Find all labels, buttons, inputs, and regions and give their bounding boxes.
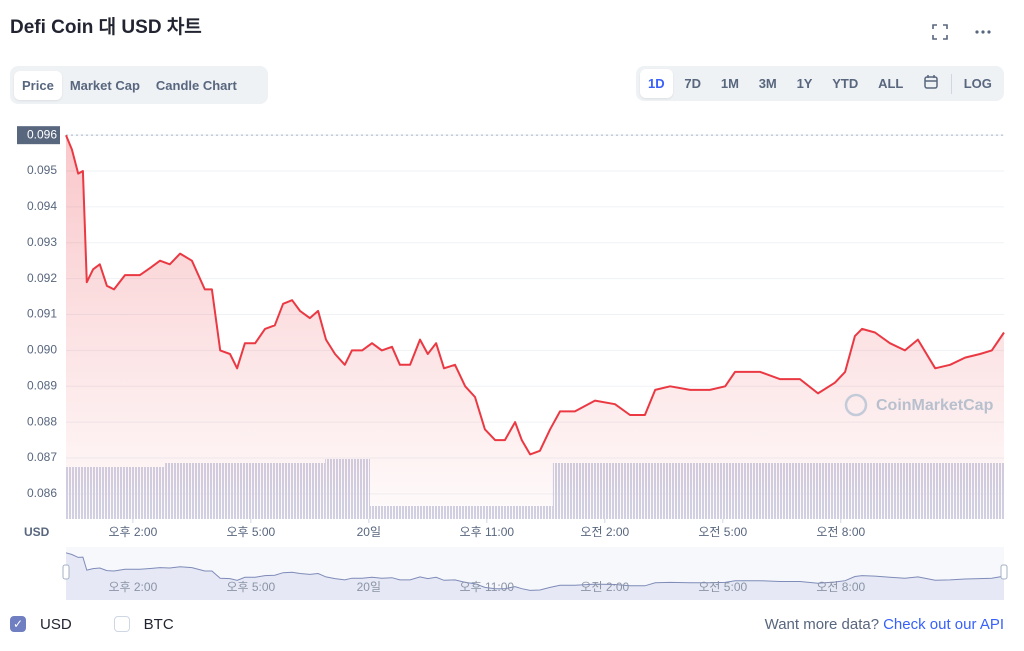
range-button[interactable]: 1Y bbox=[796, 76, 813, 91]
range-button[interactable]: YTD bbox=[832, 76, 859, 91]
calendar-button[interactable] bbox=[915, 67, 947, 100]
currency-toggle[interactable]: BTC bbox=[113, 615, 174, 633]
price-tag bbox=[17, 126, 60, 145]
range-button[interactable]: 7D bbox=[684, 76, 702, 91]
y-tick-label: 0.095 bbox=[27, 163, 57, 177]
x-tick-label: 오후 11:00 bbox=[460, 525, 515, 539]
api-link[interactable]: Check out our API bbox=[883, 615, 1004, 633]
more-icon[interactable] bbox=[975, 30, 991, 34]
more-data: Want more data? bbox=[764, 615, 880, 633]
x-tick-label: 오전 2:00 bbox=[580, 525, 629, 539]
navigator-tick-label: 오전 8:00 bbox=[816, 580, 865, 594]
range-button[interactable]: 3M bbox=[758, 76, 777, 91]
range-button[interactable]: 1M bbox=[720, 76, 739, 91]
y-tick-label: 0.096 bbox=[27, 127, 57, 141]
x-tick-label: 오전 8:00 bbox=[816, 525, 865, 539]
navigator-tick-label: 20일 bbox=[357, 580, 381, 594]
y-tick-label: 0.086 bbox=[27, 486, 57, 500]
tab[interactable]: Price bbox=[14, 70, 62, 100]
y-axis-label: USD bbox=[24, 525, 50, 539]
navigator-tick-label: 오후 2:00 bbox=[108, 580, 157, 594]
range-buttons: 1D 7D 1M 3M 1Y YTD ALL LOG bbox=[636, 66, 1004, 101]
plot: 0.096 0.095 0.094 0.093 0.092 0.091 0.090 0.089… bbox=[17, 126, 1008, 600]
range-button[interactable]: ALL bbox=[878, 76, 904, 91]
x-tick-label: 오전 5:00 bbox=[698, 525, 747, 539]
checkbox bbox=[113, 616, 130, 632]
calendar-icon bbox=[924, 75, 938, 89]
tabs: Price Market Cap Candle Chart bbox=[10, 66, 268, 104]
tab[interactable]: Market Cap bbox=[69, 77, 140, 93]
checkbox: ✓ bbox=[10, 616, 26, 632]
navigator-tick-label: 오후 11:00 bbox=[460, 580, 515, 594]
navigator-tick-label: 오전 5:00 bbox=[698, 580, 747, 594]
navigator-handle[interactable] bbox=[62, 564, 70, 580]
y-tick-label: 0.090 bbox=[27, 343, 57, 357]
y-tick-label: 0.093 bbox=[27, 235, 57, 249]
currency-toggles: ✓ USD BTC bbox=[10, 616, 216, 633]
y-tick-label: 0.088 bbox=[27, 414, 57, 428]
x-tick-label: 20일 bbox=[357, 525, 381, 539]
currency-label: BTC bbox=[143, 615, 174, 633]
separator bbox=[950, 73, 952, 94]
watermark: CoinMarketCap bbox=[876, 397, 994, 414]
x-tick-label: 오후 2:00 bbox=[108, 525, 157, 539]
navigator-tick-label: 오후 5:00 bbox=[226, 580, 275, 594]
x-tick-label: 오후 5:00 bbox=[226, 525, 275, 539]
navigator-handle[interactable] bbox=[1000, 564, 1008, 580]
y-tick-label: 0.094 bbox=[27, 199, 57, 213]
tab[interactable]: Candle Chart bbox=[155, 77, 237, 93]
y-tick-label: 0.092 bbox=[27, 271, 57, 285]
price-line bbox=[65, 134, 1005, 456]
price-area bbox=[66, 135, 1004, 519]
range-button[interactable]: 1D bbox=[640, 69, 673, 98]
currency-label: USD bbox=[40, 615, 72, 633]
y-tick-label: 0.091 bbox=[27, 307, 57, 321]
footer: ✓ USD BTC Want more data? Check out our AP… bbox=[10, 613, 1004, 635]
expand-icon[interactable] bbox=[932, 24, 948, 40]
title: Defi Coin 대 USD 차트 bbox=[10, 17, 202, 38]
y-tick-label: 0.089 bbox=[27, 378, 57, 392]
navigator-line bbox=[65, 552, 1005, 591]
currency-toggle[interactable]: ✓ USD bbox=[10, 616, 72, 633]
watermark-logo bbox=[844, 393, 868, 417]
navigator-tick-label: 오전 2:00 bbox=[580, 580, 629, 594]
log-button[interactable]: LOG bbox=[963, 76, 992, 91]
navigator-area bbox=[66, 552, 1004, 600]
y-tick-label: 0.087 bbox=[27, 450, 57, 464]
